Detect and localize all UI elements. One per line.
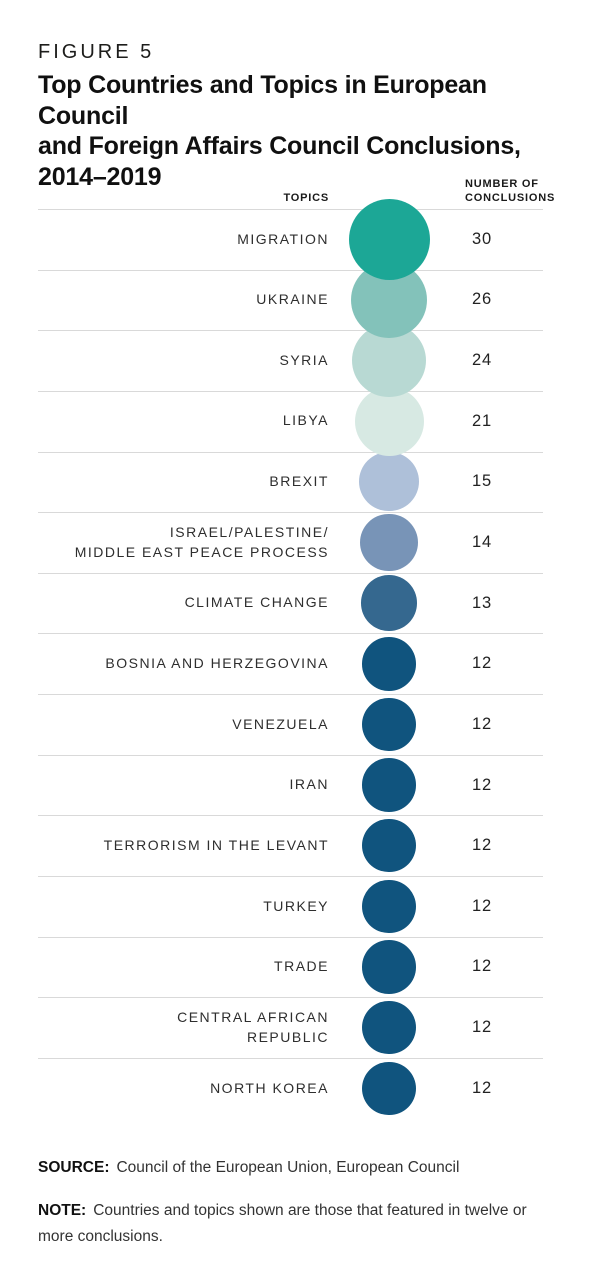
bubble-chart: MIGRATION 30 UKRAINE 26 SYRIA 24 LIBYA 21 BREXIT…: [0, 198, 600, 1120]
row-divider: [38, 330, 543, 332]
figure-number-label: FIGURE 5: [38, 41, 155, 63]
value-bubble: [362, 1000, 416, 1055]
conclusions-count: 13: [472, 593, 492, 612]
conclusions-count: 26: [472, 290, 492, 309]
topic-label: CLIMATE CHANGE: [184, 594, 329, 611]
conclusions-count: 12: [472, 1018, 492, 1037]
conclusions-count: 12: [472, 836, 492, 855]
conclusions-count: 12: [472, 775, 492, 794]
row-divider: [38, 694, 543, 696]
value-bubble: [362, 879, 416, 934]
topic-label: SYRIA: [279, 351, 329, 368]
value-bubble: [362, 697, 416, 752]
source-line: SOURCE: Council of the European Union, Eu…: [38, 1155, 565, 1181]
value-bubble: [362, 1061, 416, 1116]
topic-label: BREXIT: [269, 473, 329, 490]
row-divider: [38, 572, 543, 574]
conclusions-count: 30: [472, 229, 492, 248]
topic-label: TERRORISM IN THE LEVANT: [103, 836, 329, 853]
value-bubble: [360, 513, 418, 572]
topic-label: NORTH KOREA: [210, 1079, 329, 1096]
topic-label: LIBYA: [282, 412, 329, 429]
value-bubble: [348, 198, 430, 280]
source-text: Council of the European Union, European …: [116, 1159, 460, 1176]
value-bubble: [354, 386, 424, 456]
row-divider: [38, 209, 543, 210]
note-text: Countries and topics shown are those tha…: [38, 1202, 527, 1245]
conclusions-count: 12: [472, 1078, 492, 1097]
row-divider: [38, 512, 543, 514]
value-bubble: [362, 637, 416, 691]
row-divider: [38, 815, 543, 817]
column-header-number-of-conclusions: NUMBER OF CONCLUSIONS: [465, 178, 556, 204]
value-bubble: [361, 575, 417, 631]
conclusions-count: 12: [472, 896, 492, 915]
conclusions-count: 21: [472, 411, 492, 430]
row-divider: [38, 633, 543, 635]
conclusions-count: 12: [472, 654, 492, 673]
topic-label: BOSNIA AND HERZEGOVINA: [105, 655, 329, 672]
value-bubble: [359, 452, 419, 512]
topic-label: IRAN: [289, 776, 329, 793]
topic-label: TURKEY: [263, 897, 329, 914]
row-divider: [38, 936, 543, 938]
row-divider: [38, 754, 543, 756]
note-line: NOTE: Countries and topics shown are thos…: [38, 1198, 565, 1250]
note-label: NOTE:: [38, 1202, 87, 1219]
value-bubble: [362, 818, 416, 873]
row-divider: [38, 390, 543, 392]
figure-title: Top Countries and Topics in European Cou…: [38, 71, 521, 191]
conclusions-count: 24: [472, 351, 492, 370]
column-header-topics: TOPICS: [283, 192, 329, 204]
topic-label: MIGRATION: [237, 230, 329, 247]
conclusions-count: 12: [472, 714, 492, 733]
topic-label: ISRAEL/PALESTINE/ MIDDLE EAST PEACE PROC…: [74, 524, 329, 560]
row-divider: [38, 269, 543, 271]
topic-label: TRADE: [274, 958, 329, 975]
conclusions-count: 12: [472, 957, 492, 976]
source-label: SOURCE:: [38, 1159, 110, 1176]
topic-label: CENTRAL AFRICAN REPUBLIC: [177, 1009, 329, 1045]
row-divider: [38, 1057, 543, 1059]
topic-label: UKRAINE: [256, 291, 329, 308]
row-divider: [38, 997, 543, 999]
row-divider: [38, 876, 543, 878]
topic-label: VENEZUELA: [232, 715, 329, 732]
row-divider: [38, 451, 543, 453]
conclusions-count: 14: [472, 533, 492, 551]
value-bubble: [362, 758, 416, 812]
value-bubble: [362, 940, 416, 994]
conclusions-count: 15: [472, 472, 492, 491]
